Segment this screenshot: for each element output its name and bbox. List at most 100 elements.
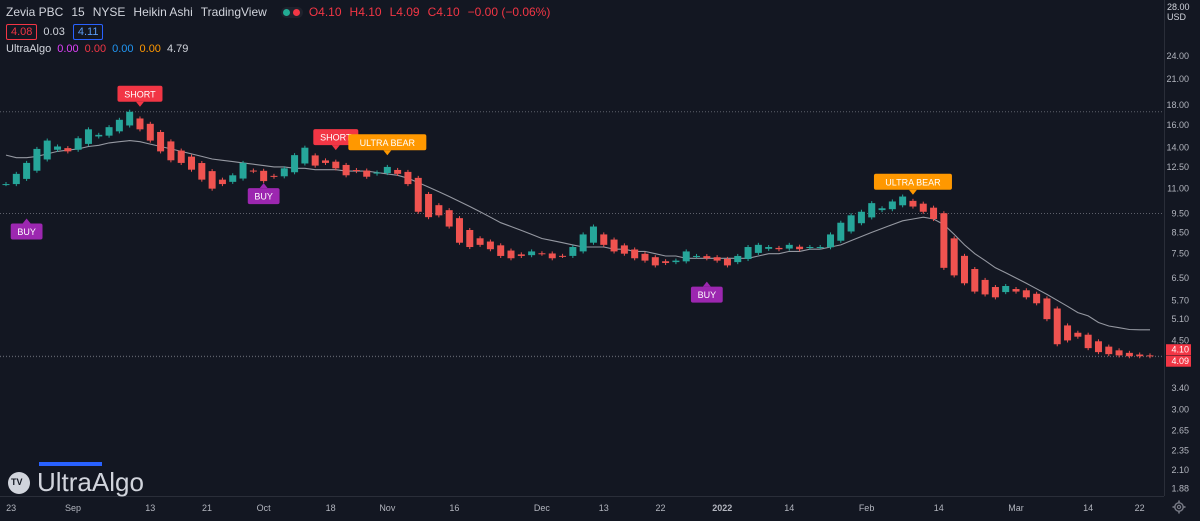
candle-body xyxy=(486,241,494,250)
candle-body xyxy=(610,239,618,252)
symbol-name[interactable]: Zevia PBC xyxy=(6,5,64,19)
candle-body xyxy=(878,208,886,211)
signal-labels: BUY SHORT BUY SHORT ULTRA BEAR BUY ULTRA BEAR xyxy=(10,85,952,303)
candle-body xyxy=(476,238,484,245)
candle-body xyxy=(507,250,515,259)
candle-body xyxy=(373,172,381,174)
signal-label: ULTRA BEAR xyxy=(885,177,941,187)
signal-label: BUY xyxy=(698,290,717,300)
candle-body xyxy=(157,131,165,152)
candle-body xyxy=(589,226,597,243)
price-tick-label: 1.88 xyxy=(1171,484,1189,494)
candle-body xyxy=(662,261,670,263)
signal-label: SHORT xyxy=(124,89,156,99)
interval-label[interactable]: 15 xyxy=(71,5,85,19)
candle-body xyxy=(930,207,938,219)
candles-series xyxy=(2,109,1154,359)
signal-box xyxy=(313,129,359,146)
exchange-label: NYSE xyxy=(92,5,126,19)
candle-body xyxy=(74,138,82,150)
candle-body xyxy=(43,140,51,160)
price-tick-label: 9.50 xyxy=(1171,209,1189,219)
candle-body xyxy=(600,234,608,245)
candle-body xyxy=(301,147,309,164)
price-tick-label: 3.40 xyxy=(1171,383,1189,393)
time-tick-label: 23 xyxy=(6,503,16,513)
candle-body xyxy=(693,255,701,257)
candle-body xyxy=(383,166,391,174)
time-tick-label: Dec xyxy=(534,503,551,513)
candle-body xyxy=(291,155,299,173)
candle-body xyxy=(899,196,907,206)
price-axis[interactable]: 24.00 21.00 18.00 16.00 14.00 12.50 11.00 9.50 8… xyxy=(1166,51,1191,494)
candle-body xyxy=(816,247,824,249)
indicator-name[interactable]: UltraAlgo xyxy=(6,43,52,55)
price-tick-label: 18.00 xyxy=(1166,100,1189,110)
signal-box xyxy=(247,188,280,205)
ask-button[interactable]: 4.11 xyxy=(72,24,104,40)
signal-pointer xyxy=(702,281,711,287)
candle-body xyxy=(115,119,123,132)
time-tick-label: 22 xyxy=(1135,503,1145,513)
signal-box xyxy=(690,286,723,303)
signal-pointer xyxy=(383,150,392,156)
candle-body xyxy=(651,257,659,266)
candle-body xyxy=(1105,346,1113,355)
time-tick-label: 14 xyxy=(934,503,944,513)
moving-average-series xyxy=(5,140,1150,331)
candle-body xyxy=(569,247,577,256)
candle-body xyxy=(1022,290,1030,298)
candle-body xyxy=(1043,298,1051,320)
candle-body xyxy=(744,247,752,260)
candle-body xyxy=(981,279,989,295)
candle-body xyxy=(198,163,206,180)
candle-body xyxy=(1084,334,1092,349)
candle-body xyxy=(136,118,144,130)
time-tick-label: 16 xyxy=(449,503,459,513)
signal-box xyxy=(10,223,43,240)
candle-body xyxy=(249,170,257,172)
price-tick-label: 24.00 xyxy=(1166,51,1189,61)
candle-body xyxy=(620,245,628,254)
time-tick-label: 2022 xyxy=(712,503,732,513)
candle-body xyxy=(33,148,41,171)
candle-body xyxy=(517,254,525,256)
chart-type-label: Heikin Ashi xyxy=(133,5,193,19)
gear-icon[interactable] xyxy=(1172,500,1186,514)
candle-body xyxy=(425,193,433,218)
signal-buy: BUY xyxy=(247,183,280,205)
tradingview-logo-icon xyxy=(8,472,30,494)
time-axis[interactable]: 23 Sep 13 21 Oct 18 Nov 16 Dec 13 22 2022 14 Feb 14 Mar… xyxy=(6,503,1145,513)
candle-body xyxy=(950,238,958,276)
time-tick-label: Mar xyxy=(1008,503,1024,513)
time-tick-label: Sep xyxy=(65,503,81,513)
ohlc-high: H4.10 xyxy=(349,5,382,19)
indicator-value: 0.00 xyxy=(84,43,107,55)
signal-pointer xyxy=(135,101,144,107)
candle-body xyxy=(311,155,319,166)
price-tick-label: 12.50 xyxy=(1166,162,1189,172)
currency-label: USD xyxy=(1167,12,1187,22)
indicator-legend[interactable]: UltraAlgo 0.00 0.00 0.00 0.00 4.79 xyxy=(6,43,194,55)
candle-body xyxy=(445,210,453,227)
time-tick-label: 21 xyxy=(202,503,212,513)
bid-button[interactable]: 4.08 xyxy=(6,24,38,40)
candle-body xyxy=(321,160,329,163)
candle-body xyxy=(641,253,649,261)
price-tick-label: 21.00 xyxy=(1166,74,1189,84)
price-axis-top-label: 28.00 xyxy=(1167,2,1190,12)
candle-body xyxy=(23,162,31,179)
candle-body xyxy=(188,156,196,170)
candle-body xyxy=(1012,289,1020,292)
price-tick-label: 11.00 xyxy=(1167,184,1189,194)
last-price-badge xyxy=(1166,344,1191,356)
candle-body xyxy=(1002,285,1010,293)
candle-body xyxy=(95,134,103,137)
candle-body xyxy=(559,255,567,257)
signal-label: BUY xyxy=(17,227,36,237)
candle-body xyxy=(1115,350,1123,356)
currency-label-box[interactable]: 28.00 USD xyxy=(1167,2,1191,22)
time-tick-label: 13 xyxy=(599,503,609,513)
